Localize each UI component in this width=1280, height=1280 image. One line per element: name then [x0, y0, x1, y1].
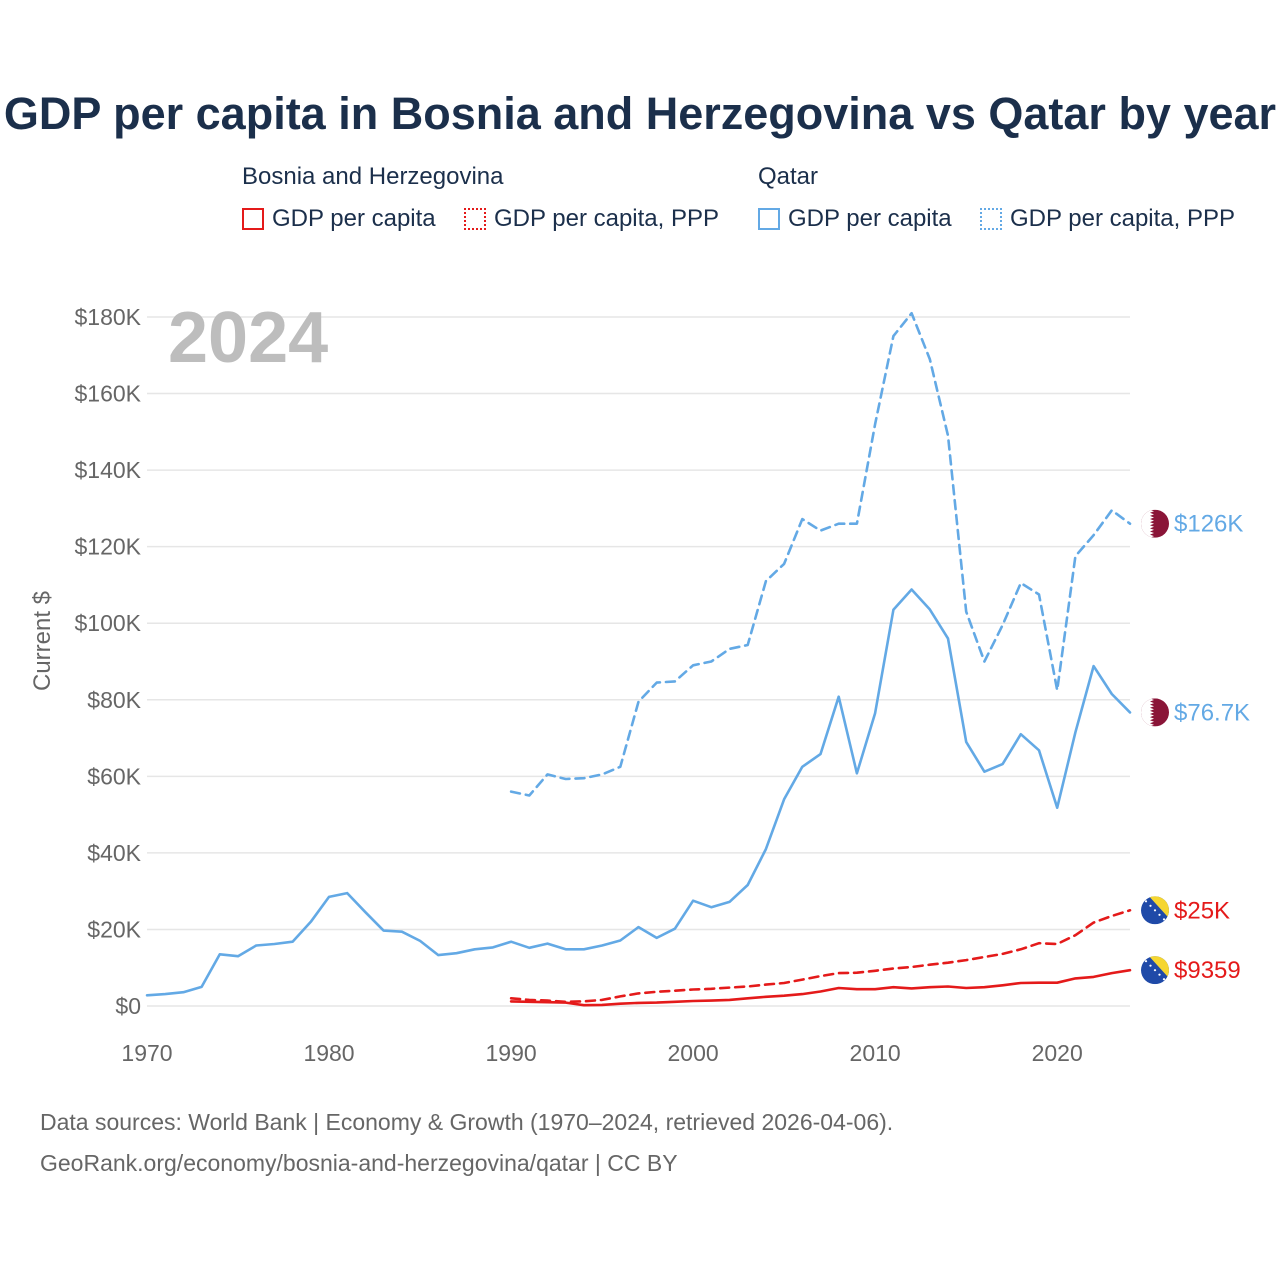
series-line-qatar-gdp-per-capita[interactable] — [145, 588, 1132, 997]
qatar-flag-icon — [1141, 698, 1169, 727]
x-tick-label: 2020 — [1032, 1040, 1083, 1066]
year-watermark: 2024 — [168, 298, 328, 378]
bosnia-flag-icon — [1141, 896, 1169, 925]
y-tick-label: $180K — [74, 304, 141, 330]
source-line-1: Data sources: World Bank | Economy & Gro… — [40, 1109, 894, 1135]
series-line-qatar-gdp-per-capita-ppp[interactable] — [509, 311, 1132, 797]
legend-item-qatar-gdp[interactable]: GDP per capita — [758, 204, 952, 234]
qatar-flag-icon — [1141, 509, 1169, 538]
legend-item-bosnia-gdp[interactable]: GDP per capita — [242, 204, 436, 234]
source-line-2[interactable]: GeoRank.org/economy/bosnia-and-herzegovi… — [40, 1150, 678, 1176]
legend-group-qatar: Qatar — [758, 163, 819, 190]
end-label-bosnia-and-herzegovina-gdp-per-capita: $9359 — [1174, 957, 1241, 984]
end-label-bosnia-and-herzegovina-gdp-per-capita-ppp: $25K — [1174, 897, 1230, 924]
y-axis-label: Current $ — [29, 591, 56, 691]
y-tick-label: $140K — [74, 457, 141, 483]
x-tick-label: 1980 — [303, 1040, 354, 1066]
end-label-qatar-gdp-per-capita: $76.7K — [1174, 699, 1250, 726]
y-tick-label: $0 — [115, 993, 141, 1019]
x-tick-label: 1970 — [121, 1040, 172, 1066]
y-tick-label: $120K — [74, 534, 141, 560]
y-axis: $0 $20K $40K $60K $80K $100K $120K $140K $160K $1… — [74, 304, 141, 1019]
series — [145, 311, 1132, 1007]
y-tick-label: $20K — [87, 916, 141, 942]
legend-item-qatar-gdp-ppp[interactable]: GDP per capita, PPP — [980, 204, 1235, 234]
x-tick-label: 2010 — [850, 1040, 901, 1066]
x-tick-label: 2000 — [668, 1040, 719, 1066]
end-label-qatar-gdp-per-capita-ppp: $126K — [1174, 511, 1243, 538]
legend-swatch-bosnia-gdp — [242, 208, 264, 230]
x-axis: 1970 1980 1990 2000 2010 2020 — [121, 1040, 1082, 1066]
x-tick-label: 1990 — [485, 1040, 536, 1066]
legend-swatch-qatar-gdp — [758, 208, 780, 230]
legend-group-bosnia: Bosnia and Herzegovina — [242, 163, 504, 190]
chart-title: GDP per capita in Bosnia and Herzegovina… — [3, 88, 1277, 139]
legend-swatch-bosnia-gdp-ppp — [464, 208, 486, 230]
y-tick-label: $100K — [74, 610, 141, 636]
legend-label-bosnia-gdp-ppp: GDP per capita, PPP — [494, 205, 719, 232]
legend-swatch-qatar-gdp-ppp — [980, 208, 1002, 230]
series-line-bosnia-and-herzegovina-gdp-per-capita[interactable] — [509, 968, 1132, 1007]
gridlines — [147, 316, 1130, 1007]
legend-label-qatar-gdp: GDP per capita — [788, 205, 952, 232]
y-tick-label: $40K — [87, 840, 141, 866]
y-tick-label: $60K — [87, 763, 141, 789]
end-labels: $126K $76.7K $25K $9359 — [1141, 509, 1250, 985]
legend-label-qatar-gdp-ppp: GDP per capita, PPP — [1010, 205, 1235, 232]
y-tick-label: $80K — [87, 687, 141, 713]
legend-item-bosnia-gdp-ppp[interactable]: GDP per capita, PPP — [464, 204, 719, 234]
bosnia-flag-icon — [1141, 956, 1169, 985]
y-tick-label: $160K — [74, 381, 141, 407]
series-line-bosnia-and-herzegovina-gdp-per-capita-ppp[interactable] — [509, 908, 1132, 1004]
legend-label-bosnia-gdp: GDP per capita — [272, 205, 436, 232]
